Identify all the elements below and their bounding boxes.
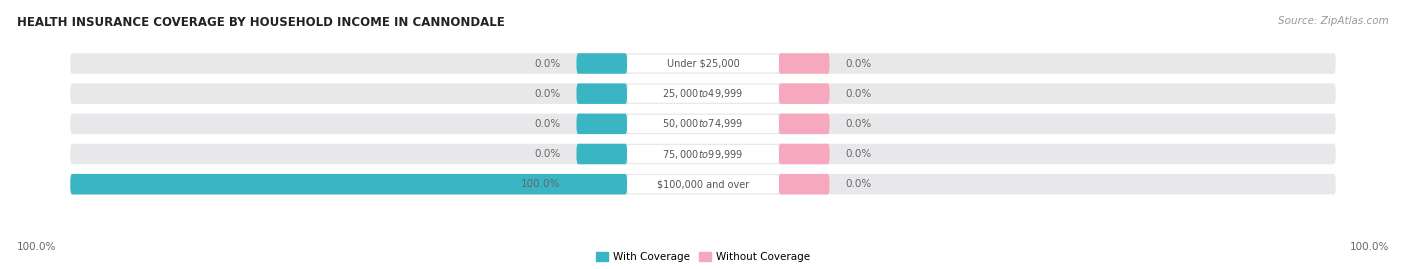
FancyBboxPatch shape (779, 174, 830, 194)
FancyBboxPatch shape (627, 175, 779, 193)
FancyBboxPatch shape (627, 85, 779, 103)
FancyBboxPatch shape (779, 114, 830, 134)
FancyBboxPatch shape (576, 144, 627, 164)
FancyBboxPatch shape (70, 114, 1336, 134)
FancyBboxPatch shape (70, 174, 1336, 194)
Text: 100.0%: 100.0% (17, 242, 56, 253)
FancyBboxPatch shape (70, 174, 627, 194)
Text: 100.0%: 100.0% (522, 179, 561, 189)
Text: 0.0%: 0.0% (534, 89, 561, 99)
FancyBboxPatch shape (70, 144, 1336, 164)
Text: HEALTH INSURANCE COVERAGE BY HOUSEHOLD INCOME IN CANNONDALE: HEALTH INSURANCE COVERAGE BY HOUSEHOLD I… (17, 16, 505, 29)
Text: 0.0%: 0.0% (845, 179, 872, 189)
FancyBboxPatch shape (779, 83, 830, 104)
FancyBboxPatch shape (627, 115, 779, 133)
Text: 100.0%: 100.0% (1350, 242, 1389, 253)
Text: 0.0%: 0.0% (845, 119, 872, 129)
Text: 0.0%: 0.0% (534, 149, 561, 159)
FancyBboxPatch shape (627, 145, 779, 163)
Text: $50,000 to $74,999: $50,000 to $74,999 (662, 117, 744, 130)
FancyBboxPatch shape (576, 114, 627, 134)
Text: 0.0%: 0.0% (845, 58, 872, 69)
FancyBboxPatch shape (779, 144, 830, 164)
FancyBboxPatch shape (627, 54, 779, 73)
Text: 0.0%: 0.0% (534, 119, 561, 129)
FancyBboxPatch shape (779, 53, 830, 74)
FancyBboxPatch shape (70, 83, 1336, 104)
FancyBboxPatch shape (70, 53, 1336, 74)
Text: 0.0%: 0.0% (845, 89, 872, 99)
Text: 0.0%: 0.0% (534, 58, 561, 69)
Text: $25,000 to $49,999: $25,000 to $49,999 (662, 87, 744, 100)
Text: Source: ZipAtlas.com: Source: ZipAtlas.com (1278, 16, 1389, 26)
Text: Under $25,000: Under $25,000 (666, 58, 740, 69)
Text: $100,000 and over: $100,000 and over (657, 179, 749, 189)
FancyBboxPatch shape (576, 53, 627, 74)
Text: $75,000 to $99,999: $75,000 to $99,999 (662, 147, 744, 161)
FancyBboxPatch shape (576, 83, 627, 104)
Text: 0.0%: 0.0% (845, 149, 872, 159)
Legend: With Coverage, Without Coverage: With Coverage, Without Coverage (592, 247, 814, 266)
